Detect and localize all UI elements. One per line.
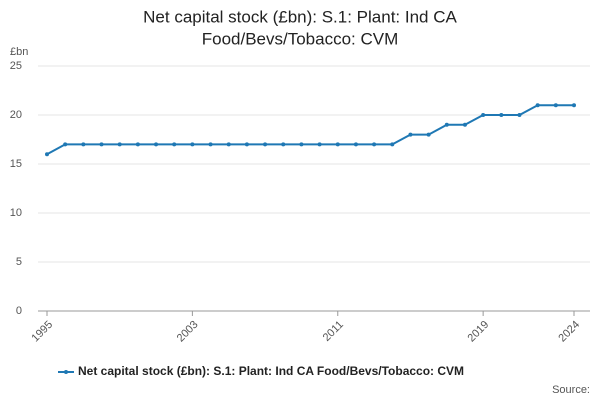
point <box>372 142 377 147</box>
point <box>244 142 249 147</box>
point <box>99 142 104 147</box>
point <box>481 113 486 117</box>
point <box>154 142 159 147</box>
point <box>553 103 558 108</box>
point <box>335 142 340 147</box>
y-tick-label: 15 <box>10 158 22 170</box>
point <box>45 152 49 157</box>
legend-marker <box>64 370 68 374</box>
point <box>462 122 467 127</box>
point <box>117 142 122 147</box>
chart-title: Food/Bevs/Tobacco: CVM <box>202 29 399 48</box>
point <box>535 103 540 108</box>
line <box>46 104 574 156</box>
chart-title: Net capital stock (£bn): S.1: Plant: Ind… <box>143 7 457 26</box>
point <box>281 142 286 147</box>
y-tick-label: 0 <box>16 305 22 317</box>
point <box>317 142 322 147</box>
y-unit: £bn <box>10 46 28 58</box>
x-tick-label: 1995 <box>29 319 55 345</box>
point <box>208 142 213 147</box>
x-tick-label: 2011 <box>321 319 346 344</box>
point <box>353 142 358 147</box>
source: Source: <box>552 384 590 396</box>
point <box>426 132 431 137</box>
point <box>81 142 86 147</box>
point <box>172 142 177 147</box>
y-tick-label: 10 <box>10 207 22 219</box>
legend-label: Net capital stock (£bn): S.1: Plant: Ind… <box>78 364 464 378</box>
x-tick-label: 2003 <box>175 319 201 345</box>
y-tick-label: 5 <box>16 256 22 268</box>
y-tick-label: 25 <box>10 60 22 72</box>
point <box>135 142 140 147</box>
y-tick-label: 20 <box>10 109 22 121</box>
point <box>408 132 413 137</box>
point <box>263 142 268 147</box>
point <box>499 113 504 117</box>
point <box>390 142 395 147</box>
x-tick-label: 2019 <box>466 319 492 345</box>
point <box>299 142 304 147</box>
point <box>190 142 195 147</box>
point <box>63 142 68 147</box>
x-tick-label: 2024 <box>556 319 582 345</box>
point <box>572 103 576 108</box>
point <box>444 122 449 127</box>
point <box>517 113 522 117</box>
point <box>226 142 231 147</box>
